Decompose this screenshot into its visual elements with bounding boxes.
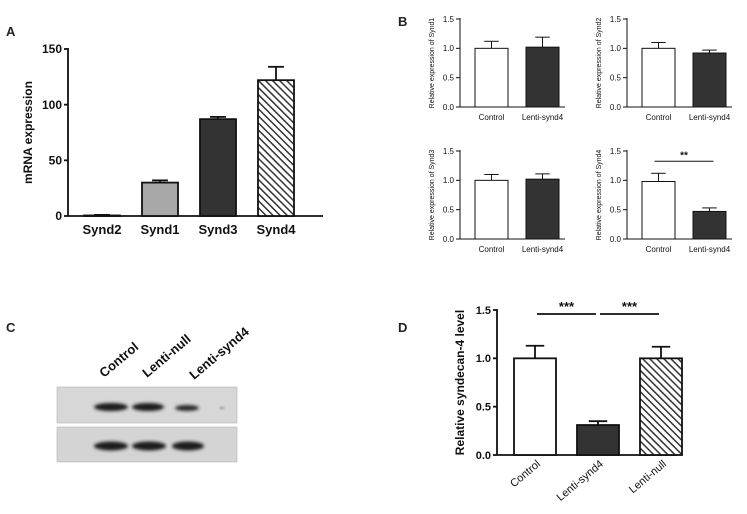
y-tick-label: 100 [42, 98, 62, 112]
x-tick-label: Control [508, 458, 543, 490]
y-tick-label: 0.0 [443, 235, 455, 244]
bar-synd2 [83, 214, 121, 217]
x-tick-label: Lenti-synd4 [555, 458, 606, 504]
y-axis-label: Relative expression of Synd2 [596, 18, 603, 109]
western-blot: Control Lenti-null Lenti-synd4 [56, 323, 252, 463]
panel-letter-a: A [6, 24, 16, 39]
y-axis-label: Relative expression of Synd1 [429, 18, 436, 109]
blot-band-top-3 [175, 405, 199, 411]
y-axis-label: Relative expression of Synd3 [429, 150, 436, 241]
chart-b4: 0.0 0.5 1.0 1.5 Relative expression of Synd4… [596, 147, 732, 254]
bar-control [474, 179, 509, 240]
y-tick-label: 1.5 [443, 15, 455, 24]
y-tick-label: 150 [42, 42, 62, 56]
y-tick-label: 0.5 [476, 402, 491, 414]
blot-band-bottom-1 [94, 441, 128, 451]
x-tick-label: Synd1 [140, 222, 179, 237]
y-tick-label: 0.0 [610, 235, 622, 244]
bar-control [513, 357, 557, 456]
y-tick-label: 1.0 [610, 176, 622, 185]
y-tick-label: 1.0 [443, 176, 455, 185]
bar-control [641, 181, 676, 240]
x-tick-label: Synd4 [256, 222, 296, 237]
bar-lenti-synd4 [692, 52, 727, 108]
bar-synd3 [199, 118, 237, 217]
y-tick-label: 0 [55, 209, 62, 223]
x-tick-label: Control [479, 113, 505, 122]
panel-letter-d: D [398, 320, 408, 335]
x-tick-label: Lenti-synd4 [689, 113, 731, 122]
significance-label: *** [622, 299, 638, 314]
y-tick-label: 1.5 [610, 147, 622, 156]
significance-label: ** [680, 150, 688, 161]
blot-band-top-2 [132, 403, 164, 411]
y-tick-label: 0.5 [443, 73, 455, 82]
y-tick-label: 0.5 [610, 73, 622, 82]
y-axis-label: Relative expression of Synd4 [596, 150, 603, 241]
significance-label: *** [559, 299, 575, 314]
x-tick-label: Lenti-synd4 [522, 245, 564, 254]
bar-synd4 [257, 79, 295, 217]
x-tick-label: Synd2 [82, 222, 121, 237]
y-tick-label: 0.5 [443, 205, 455, 214]
blot-lane-label-lenti-null: Lenti-null [139, 331, 193, 380]
bar-lenti-synd4 [525, 178, 560, 240]
x-tick-label: Synd3 [198, 222, 237, 237]
y-tick-label: 1.0 [443, 44, 455, 53]
bar-synd1 [141, 181, 179, 217]
x-tick-label: Control [646, 113, 672, 122]
y-tick-label: 1.0 [610, 44, 622, 53]
y-tick-label: 1.0 [476, 353, 491, 365]
chart-b3: 0.0 0.5 1.0 1.5 Relative expression of Synd3… [429, 147, 565, 254]
blot-strip-top [56, 386, 238, 424]
bar-lenti-synd4 [692, 210, 727, 240]
blot-band-bottom-2 [132, 441, 166, 451]
y-axis-label: Relative syndecan-4 level [453, 310, 467, 455]
panel-letter-b: B [398, 14, 408, 29]
blot-band-bottom-3 [172, 441, 204, 451]
blot-speck [220, 407, 224, 409]
x-tick-label: Lenti-null [627, 458, 669, 496]
y-tick-label: 0.0 [476, 450, 491, 462]
bar-lenti-null [639, 357, 683, 456]
y-axis-label: mRNA expression [21, 81, 35, 184]
bar-control [474, 47, 509, 108]
chart-b1: 0.0 0.5 1.0 1.5 Relative expression of Synd1… [429, 15, 565, 122]
x-tick-label: Control [479, 245, 505, 254]
x-tick-label: Lenti-synd4 [522, 113, 564, 122]
bar-lenti-synd4 [576, 424, 620, 456]
bar-lenti-synd4 [525, 46, 560, 108]
y-tick-label: 1.5 [476, 305, 491, 317]
panel-letter-c: C [6, 320, 16, 335]
y-tick-label: 0.0 [443, 103, 455, 112]
y-tick-label: 1.5 [610, 15, 622, 24]
y-tick-label: 0.5 [610, 205, 622, 214]
bar-control [641, 47, 676, 108]
blot-band-top-1 [94, 403, 128, 411]
y-tick-label: 1.5 [443, 147, 455, 156]
chart-a: 0 50 100 150 mRNA expression Synd2 Synd1 Synd3 S… [21, 42, 323, 237]
x-tick-label: Lenti-synd4 [689, 245, 731, 254]
x-tick-label: Control [646, 245, 672, 254]
blot-lane-label-control: Control [96, 339, 141, 380]
y-tick-label: 0.0 [610, 103, 622, 112]
chart-d: 0.0 0.5 1.0 1.5 Relative syndecan-4 level Con… [453, 299, 683, 504]
y-tick-label: 50 [49, 154, 63, 168]
blot-lane-label-lenti-synd4: Lenti-synd4 [186, 323, 252, 382]
chart-b2: 0.0 0.5 1.0 1.5 Relative expression of Synd2… [596, 15, 732, 122]
